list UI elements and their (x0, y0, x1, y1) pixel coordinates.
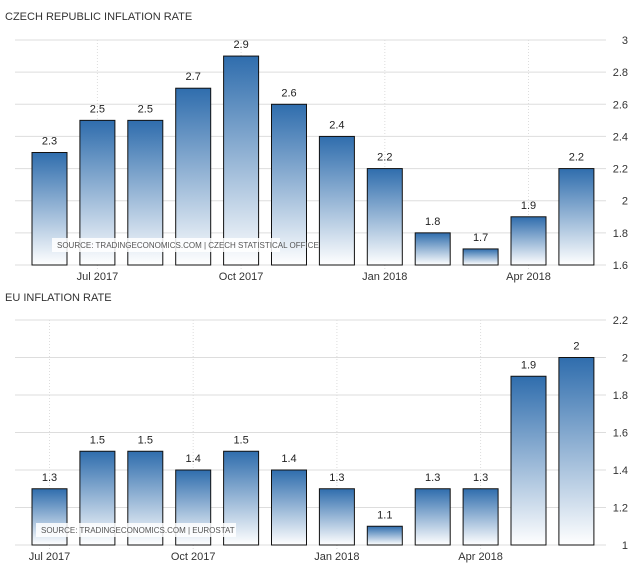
data-label: 1.4 (281, 453, 296, 465)
czech-value-labels: 2.3 2.5 2.5 2.7 2.9 2.6 2.4 2.2 1.8 1.7 1.9 2.2 (42, 39, 584, 244)
czech-chart-title: CZECH REPUBLIC INFLATION RATE (5, 11, 192, 23)
y-tick-label: 2.2 (613, 315, 628, 327)
y-tick-label: 1.6 (613, 260, 628, 272)
x-tick-label: Jul 2017 (29, 551, 71, 563)
y-tick-label: 2.2 (613, 164, 628, 176)
data-label: 1.5 (90, 434, 105, 446)
czech-y-axis: 1.6 1.8 2 2.2 2.4 2.6 2.8 3 (613, 35, 628, 272)
bar-dec-2017 (318, 135, 355, 266)
y-tick-label: 1 (622, 540, 628, 552)
eu-y-axis: 1 1.2 1.4 1.6 1.8 2 2.2 (613, 315, 628, 552)
data-label: 1.5 (138, 434, 153, 446)
bar-mar-2018 (462, 248, 499, 266)
data-label: 2.2 (569, 152, 584, 164)
czech-source-text: SOURCE: TRADINGECONOMICS.COM | CZECH STA… (57, 241, 319, 250)
bar-dec-2017 (318, 488, 355, 546)
y-tick-label: 2 (622, 196, 628, 208)
data-label: 1.3 (425, 472, 440, 484)
data-label: 1.1 (377, 509, 392, 521)
data-label: 2.3 (42, 136, 57, 148)
eu-chart-title: EU INFLATION RATE (5, 292, 112, 304)
data-label: 1.8 (425, 216, 440, 228)
data-label: 1.4 (186, 453, 201, 465)
y-tick-label: 2.4 (613, 131, 628, 143)
bar-apr-2018 (510, 375, 547, 546)
x-tick-label: Jan 2018 (314, 551, 359, 563)
czech-bars (31, 55, 595, 266)
data-label: 1.5 (233, 434, 248, 446)
data-label: 2.5 (138, 103, 153, 115)
x-tick-label: Jul 2017 (77, 271, 119, 283)
data-label: 1.3 (473, 472, 488, 484)
eu-chart: EU INFLATION RATE 11.21.41.61.822.2 1.31… (5, 292, 628, 563)
x-tick-label: Jan 2018 (362, 271, 407, 283)
bar-nov-2017 (271, 469, 307, 546)
data-label: 1.7 (473, 232, 488, 244)
bar-may-2018 (558, 168, 595, 266)
data-label: 1.9 (521, 359, 536, 371)
y-tick-label: 2.8 (613, 67, 628, 79)
x-tick-label: Apr 2018 (458, 551, 503, 563)
x-tick-label: Oct 2017 (219, 271, 264, 283)
y-tick-label: 1.8 (613, 390, 628, 402)
eu-bars (31, 357, 595, 546)
eu-source-box: SOURCE: TRADINGECONOMICS.COM | EUROSTAT (36, 523, 236, 537)
bar-jan-2018 (366, 168, 403, 266)
data-label: 2.5 (90, 103, 105, 115)
data-label: 2 (573, 341, 579, 353)
x-tick-label: Oct 2017 (171, 551, 216, 563)
data-label: 2.4 (329, 119, 344, 131)
bar-apr-2018 (510, 216, 547, 266)
y-tick-label: 1.2 (613, 503, 628, 515)
bar-may-2018 (558, 357, 595, 546)
bar-feb-2018 (414, 232, 451, 266)
y-tick-label: 3 (622, 35, 628, 47)
czech-chart: CZECH REPUBLIC INFLATION RATE 1.6 1.8 2 2.2… (5, 11, 628, 283)
bar-mar-2018 (462, 488, 499, 546)
eu-value-labels: 1.3 1.5 1.5 1.4 1.5 1.4 1.3 1.1 1.3 1.3 1.9 2 (42, 341, 580, 522)
data-label: 2.6 (281, 87, 296, 99)
x-tick-label: Apr 2018 (506, 271, 551, 283)
data-label: 1.3 (329, 472, 344, 484)
czech-x-axis: Jul 2017 Oct 2017 Jan 2018 Apr 2018 (77, 271, 551, 283)
y-tick-label: 1.6 (613, 428, 628, 440)
data-label: 2.2 (377, 152, 392, 164)
eu-source-text: SOURCE: TRADINGECONOMICS.COM | EUROSTAT (41, 526, 235, 535)
bar-feb-2018 (414, 488, 451, 546)
bar-sep-2017 (175, 87, 212, 266)
y-tick-label: 1.8 (613, 228, 628, 240)
eu-x-axis: Jul 2017 Oct 2017 Jan 2018 Apr 2018 (29, 551, 503, 563)
data-label: 1.3 (42, 472, 57, 484)
data-label: 2.9 (233, 39, 248, 51)
data-label: 1.9 (521, 200, 536, 212)
czech-source-box: SOURCE: TRADINGECONOMICS.COM | CZECH STA… (52, 238, 319, 252)
data-label: 2.7 (186, 71, 201, 83)
bar-jan-2018 (366, 525, 403, 546)
y-tick-label: 2.6 (613, 99, 628, 111)
bar-oct-2017 (223, 55, 260, 266)
y-tick-label: 2 (622, 353, 628, 365)
y-tick-label: 1.4 (613, 465, 628, 477)
